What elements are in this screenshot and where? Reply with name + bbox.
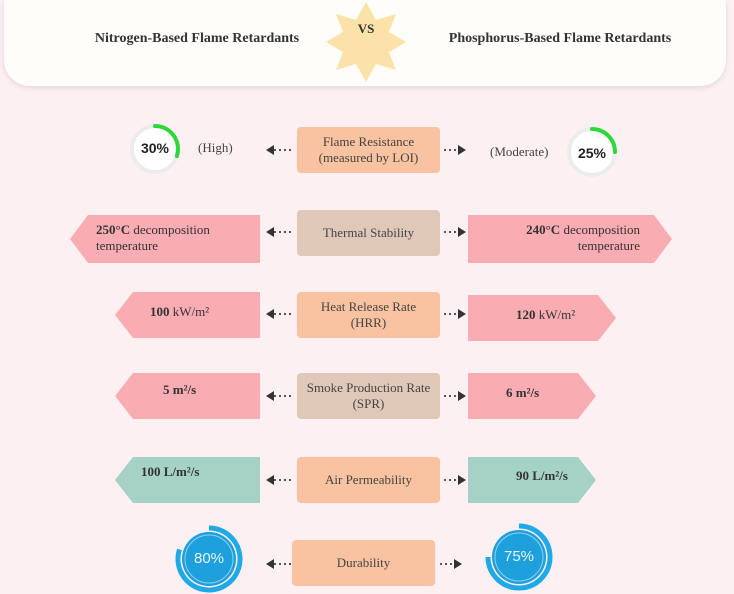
arrow-right-row3-icon: [444, 309, 466, 319]
hrr-right-text: 120 kW/m²: [516, 307, 575, 323]
spr-right-text: 6 m²/s: [506, 385, 539, 401]
spr-left-value: 5 m²/s: [163, 382, 197, 397]
flame-resistance-left-note: (High): [198, 140, 233, 155]
flame-resistance-left-value: 30%: [140, 140, 170, 156]
arrow-left-row4-icon: [266, 391, 294, 401]
arrow-left-row1-icon: [266, 145, 294, 155]
arrow-left-row5-icon: [266, 475, 294, 485]
spr-left-shape: [115, 373, 260, 419]
flame-resistance-right-arc: [590, 127, 617, 154]
vs-star-icon: [326, 2, 406, 82]
thermal-right-text: 240°C decomposition temperature: [480, 222, 640, 254]
air-left-shape: [115, 457, 260, 503]
arrow-left-row2-icon: [266, 227, 294, 237]
hrr-left-text: 100 kW/m²: [150, 304, 209, 320]
thermal-left-unit: decomposition temperature: [96, 222, 210, 253]
air-left-text: 100 L/m²/s: [141, 464, 199, 480]
flame-resistance-left-ring: [130, 124, 180, 174]
arrow-right-row6-icon: [440, 559, 462, 569]
spr-left-text: 5 m²/s: [163, 382, 196, 398]
arrow-right-row5-icon: [444, 475, 466, 485]
durability-right-ring: [485, 523, 553, 591]
hrr-right-unit: kW/m²: [535, 307, 576, 322]
thermal-left-value: 250°C: [96, 222, 131, 237]
air-right-shape: [468, 457, 596, 503]
thermal-left-text: 250°C decomposition temperature: [96, 222, 256, 254]
hrr-left-unit: kW/m²: [169, 304, 210, 319]
hrr-right-shape: [468, 295, 616, 341]
vs-label: VS: [357, 21, 375, 36]
thermal-left-shape: [70, 215, 260, 263]
thermal-right-value: 240°C: [526, 222, 561, 237]
spr-label: Smoke Production Rate (SPR): [297, 373, 440, 419]
durability-left-ring: [175, 525, 243, 593]
flame-resistance-right-note: (Moderate): [490, 144, 549, 159]
flame-resistance-right-value: 25%: [577, 145, 607, 161]
air-right-value: 90 L/m²/s: [516, 468, 568, 483]
air-right-text: 90 L/m²/s: [516, 468, 568, 484]
air-permeability-label: Air Permeability: [297, 457, 440, 503]
arrow-left-row3-icon: [266, 309, 294, 319]
arrow-right-row1-icon: [444, 145, 466, 155]
hrr-left-shape: [115, 292, 260, 338]
hrr-left-value: 100: [150, 304, 170, 319]
durability-label: Durability: [292, 540, 435, 586]
spr-right-value: 6 m²/s: [506, 385, 540, 400]
durability-left-arc: [175, 525, 243, 593]
arrow-left-row6-icon: [266, 559, 294, 569]
spr-right-shape: [468, 373, 596, 419]
left-title: Nitrogen-Based Flame Retardants: [94, 31, 300, 46]
hrr-right-value: 120: [516, 307, 536, 322]
arrow-right-row2-icon: [444, 227, 466, 237]
thermal-stability-label: Thermal Stability: [297, 210, 440, 256]
durability-left-value: 80%: [193, 550, 225, 567]
durability-right-arc: [485, 523, 553, 591]
hrr-label: Heat Release Rate (HRR): [297, 292, 440, 338]
air-left-value: 100 L/m²/s: [141, 464, 200, 479]
durability-right-value: 75%: [503, 548, 535, 565]
thermal-right-unit: decomposition temperature: [563, 222, 640, 253]
right-title: Phosphorus-Based Flame Retardants: [448, 31, 672, 46]
thermal-right-shape: [468, 215, 672, 263]
flame-resistance-left-arc: [153, 124, 180, 159]
flame-resistance-label: Flame Resistance (measured by LOI): [297, 127, 440, 173]
flame-resistance-right-ring: [567, 127, 617, 177]
arrow-right-row4-icon: [444, 391, 466, 401]
